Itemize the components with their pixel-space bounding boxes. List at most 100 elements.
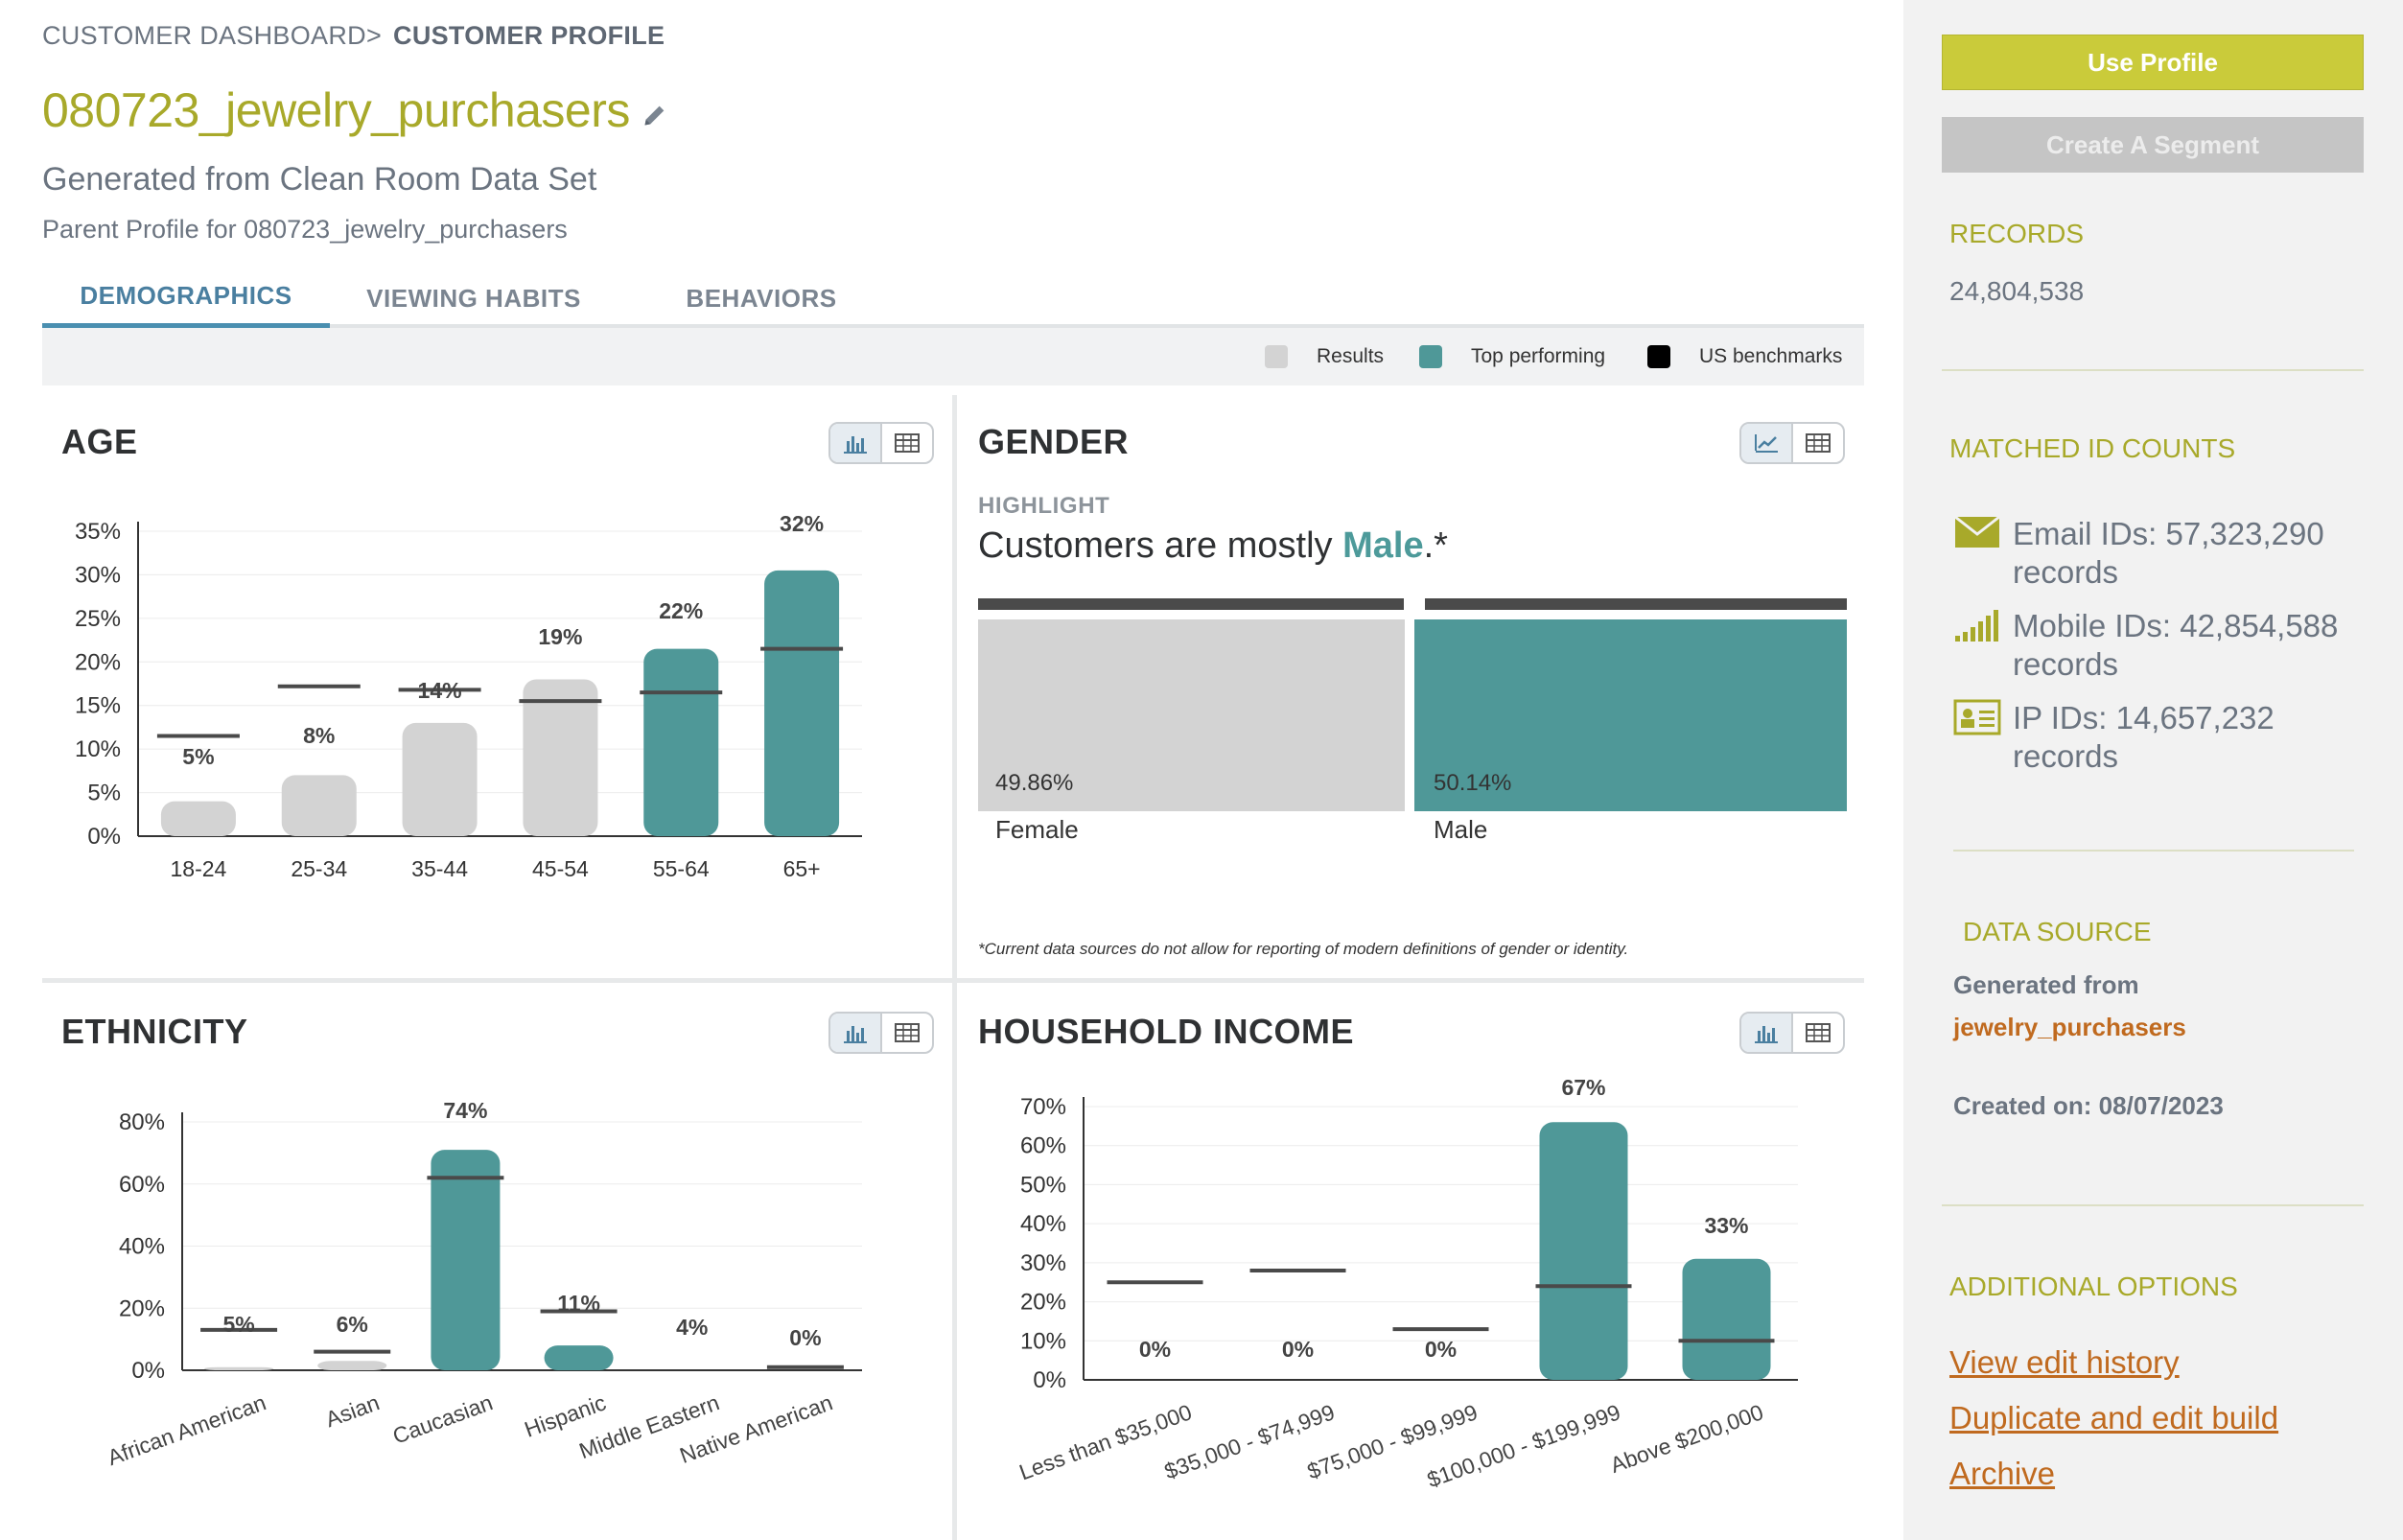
gender-footnote: *Current data sources do not allow for r…: [978, 940, 1629, 958]
x-tick-label: Above $200,000: [1607, 1399, 1766, 1478]
x-tick-label: Caucasian: [389, 1389, 496, 1449]
gender-female-pct: 49.86%: [995, 770, 1073, 796]
legend-benchmark-swatch: [1647, 345, 1670, 368]
y-tick-label: 0%: [87, 824, 121, 850]
data-label: 4%: [676, 1315, 708, 1340]
data-label: 67%: [1561, 1075, 1605, 1100]
records-value: 24,804,538: [1949, 276, 2085, 306]
envelope-icon: [1954, 515, 2000, 548]
bar: [281, 775, 357, 836]
breadcrumb: CUSTOMER DASHBOARD> CUSTOMER PROFILE: [42, 21, 665, 51]
gender-female-label: Female: [995, 815, 1079, 844]
gender-view-toggle: [1739, 422, 1845, 464]
use-profile-button[interactable]: Use Profile: [1942, 35, 2364, 90]
archive-link[interactable]: Archive: [1949, 1456, 2056, 1491]
highlight-text: Customers are mostly Male.*: [978, 525, 1448, 567]
main-content: CUSTOMER DASHBOARD> CUSTOMER PROFILE 0807…: [42, 21, 1870, 1540]
data-label: 5%: [182, 744, 214, 769]
breadcrumb-parent[interactable]: CUSTOMER DASHBOARD>: [42, 21, 383, 50]
bar: [523, 679, 598, 836]
right-sidebar: Use Profile Create A Segment RECORDS 24,…: [1903, 0, 2403, 1540]
line-chart-icon[interactable]: [1741, 424, 1791, 462]
data-label: 6%: [337, 1312, 368, 1337]
create-segment-button[interactable]: Create A Segment: [1942, 117, 2364, 173]
divider: [1942, 369, 2364, 371]
panel-divider-horizontal: [42, 978, 1864, 983]
legend-results: Results: [1265, 345, 1384, 368]
y-tick-label: 30%: [1020, 1250, 1066, 1276]
y-tick-label: 25%: [75, 606, 121, 632]
data-label: 74%: [443, 1098, 487, 1123]
data-label: 22%: [659, 598, 703, 623]
x-tick-label: 25-34: [291, 856, 347, 881]
y-tick-label: 40%: [1020, 1211, 1066, 1237]
gender-male-pct: 50.14%: [1434, 770, 1511, 796]
mobile-id-count: Mobile IDs: 42,854,588 records: [2013, 608, 2339, 682]
page-title: 080723_jewelry_purchasers: [42, 83, 630, 137]
table-icon[interactable]: [880, 1014, 932, 1052]
mobile-id-row: Mobile IDs: 42,854,588 records: [1953, 607, 2377, 684]
email-id-row: Email IDs: 57,323,290 records: [1953, 515, 2377, 592]
title-row: 080723_jewelry_purchasers: [42, 82, 668, 138]
table-icon[interactable]: [1791, 1014, 1843, 1052]
bar: [643, 648, 719, 836]
data-label: 0%: [789, 1325, 821, 1350]
ip-id-row: IP IDs: 14,657,232 records: [1953, 699, 2377, 776]
bar: [1539, 1122, 1628, 1380]
bar: [402, 722, 478, 836]
bar-chart-icon[interactable]: [1741, 1014, 1791, 1052]
gender-male-label: Male: [1434, 815, 1487, 844]
highlight-label: HIGHLIGHT: [978, 493, 1110, 519]
y-tick-label: 60%: [1020, 1133, 1066, 1159]
view-edit-history-link[interactable]: View edit history: [1949, 1344, 2180, 1380]
table-icon[interactable]: [1791, 424, 1843, 462]
data-label: 0%: [1425, 1337, 1457, 1362]
divider: [1953, 850, 2354, 852]
tab-demographics[interactable]: DEMOGRAPHICS: [42, 268, 330, 328]
id-card-icon: [1953, 699, 2001, 735]
y-tick-label: 50%: [1020, 1172, 1066, 1198]
data-label: 0%: [1282, 1337, 1314, 1362]
y-tick-label: 35%: [75, 519, 121, 545]
bar: [764, 570, 840, 836]
chart-legend: Results Top performing US benchmarks: [42, 328, 1864, 385]
table-icon[interactable]: [880, 424, 932, 462]
gender-bar-chart: 49.86% 50.14% Female Male: [978, 598, 1847, 844]
data-label: 32%: [780, 511, 824, 536]
x-tick-label: African American: [105, 1389, 269, 1470]
generated-from-label: Generated from: [1953, 970, 2139, 999]
data-label: 33%: [1704, 1213, 1748, 1238]
tab-bar: DEMOGRAPHICS VIEWING HABITS BEHAVIORS: [42, 268, 1864, 328]
y-tick-label: 30%: [75, 562, 121, 588]
pencil-icon[interactable]: [642, 102, 668, 128]
y-tick-label: 0%: [1033, 1367, 1066, 1393]
data-source-link[interactable]: jewelry_purchasers: [1953, 1013, 2186, 1041]
tab-viewing-habits[interactable]: VIEWING HABITS: [366, 283, 581, 313]
bar-chart-icon[interactable]: [830, 1014, 880, 1052]
legend-benchmark-label: US benchmarks: [1699, 345, 1843, 367]
additional-options-heading: ADDITIONAL OPTIONS: [1949, 1272, 2238, 1301]
highlight-value: Male: [1342, 525, 1424, 566]
created-on: Created on: 08/07/2023: [1953, 1091, 2224, 1120]
y-tick-label: 20%: [119, 1295, 165, 1321]
legend-top-label: Top performing: [1471, 345, 1606, 367]
gender-female-bar: [978, 619, 1405, 811]
y-tick-label: 20%: [75, 649, 121, 675]
signal-icon: [1955, 610, 1998, 642]
legend-results-swatch: [1265, 345, 1288, 368]
bar: [1682, 1258, 1771, 1380]
duplicate-edit-link[interactable]: Duplicate and edit build: [1949, 1400, 2279, 1435]
data-label: 8%: [303, 723, 335, 748]
tab-behaviors[interactable]: BEHAVIORS: [686, 283, 837, 313]
records-heading: RECORDS: [1949, 219, 2085, 248]
data-label: 19%: [538, 624, 582, 649]
gender-chart: 49.86% 50.14% Female Male: [978, 596, 1847, 860]
y-tick-label: 15%: [75, 693, 121, 719]
highlight-prefix: Customers are mostly: [978, 525, 1343, 566]
income-chart: 0% 10% 20% 30% 40% 50% 60% 70% 0% Less than $35,0…: [978, 1069, 1870, 1505]
data-label: 5%: [222, 1312, 254, 1337]
gender-panel-title: GENDER: [978, 422, 1130, 461]
highlight-suffix: .*: [1423, 525, 1448, 566]
bar-chart-icon[interactable]: [830, 424, 880, 462]
x-tick-label: 35-44: [411, 856, 468, 881]
